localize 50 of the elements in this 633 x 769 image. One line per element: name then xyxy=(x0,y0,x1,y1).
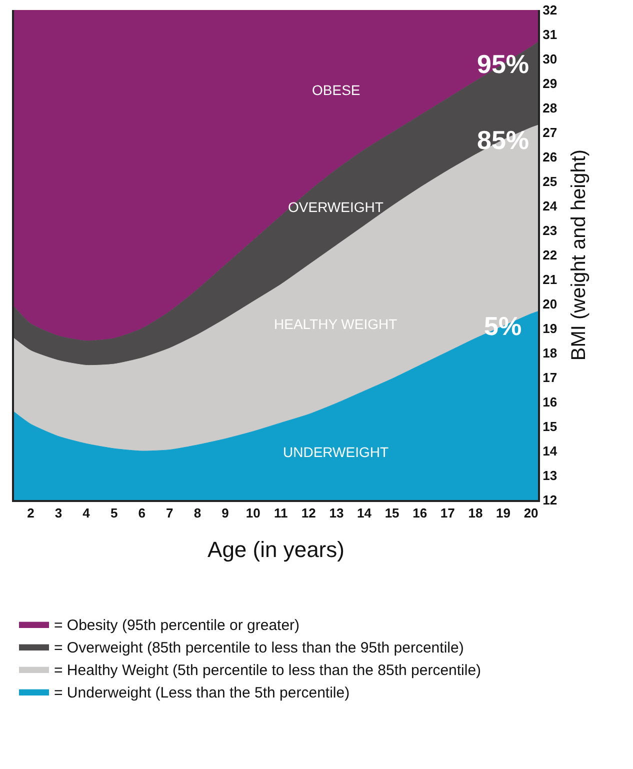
y-tick-label: 30 xyxy=(542,52,558,67)
x-tick-label: 20 xyxy=(524,506,538,521)
x-tick-label: 7 xyxy=(166,506,174,521)
y-tick-label: 21 xyxy=(542,272,558,288)
x-tick-label: 6 xyxy=(138,506,146,521)
x-tick-label: 18 xyxy=(468,506,483,521)
x-tick-label: 10 xyxy=(246,506,260,521)
x-tick-label: 19 xyxy=(496,506,510,521)
x-tick-label: 11 xyxy=(274,506,288,521)
annotation: OVERWEIGHT xyxy=(288,199,384,215)
y-tick-label: 23 xyxy=(542,223,558,238)
y-tick-label: 29 xyxy=(542,76,558,92)
y-tick-label: 20 xyxy=(542,296,558,312)
y-tick-label: 25 xyxy=(542,174,558,190)
y-axis-title: BMI (weight and height) xyxy=(568,149,590,361)
y-tick-label: 18 xyxy=(542,346,558,361)
y-tick-label: 12 xyxy=(542,492,558,508)
y-tick-label: 32 xyxy=(542,2,558,18)
x-tick-label: 15 xyxy=(384,506,400,521)
x-tick-label: 12 xyxy=(301,506,316,521)
annotation: UNDERWEIGHT xyxy=(283,444,389,460)
y-tick-label: 28 xyxy=(542,100,558,116)
y-tick-label: 14 xyxy=(542,444,558,459)
y-tick-label: 22 xyxy=(542,248,558,263)
x-tick-label: 14 xyxy=(357,506,372,521)
y-tick-label: 17 xyxy=(542,370,558,386)
y-tick-label: 13 xyxy=(542,468,558,484)
x-tick-label: 2 xyxy=(27,506,34,521)
legend-label: = Healthy Weight (5th percentile to less than the 85th percentile) xyxy=(54,662,482,679)
x-axis-title: Age (in years) xyxy=(208,537,344,562)
x-tick-label: 3 xyxy=(54,506,62,521)
y-tick-label: 27 xyxy=(542,125,558,140)
x-tick-label: 13 xyxy=(329,506,344,521)
legend-label: = Obesity (95th percentile or greater) xyxy=(54,616,300,634)
x-tick-label: 8 xyxy=(194,506,202,521)
y-tick-label: 15 xyxy=(542,419,558,434)
annotation: OBESE xyxy=(312,82,360,98)
y-tick-label: 26 xyxy=(542,150,558,165)
annotation: 95% xyxy=(477,49,530,79)
legend-label: = Underweight (Less than the 5th percentile) xyxy=(54,684,350,702)
x-tick-label: 16 xyxy=(412,506,428,521)
y-tick-label: 24 xyxy=(542,198,558,214)
y-tick-label: 16 xyxy=(542,394,558,410)
x-tick-label: 17 xyxy=(440,506,455,521)
legend-label: = Overweight (85th percentile to less than the 95th percentile) xyxy=(54,639,464,656)
y-tick-label: 31 xyxy=(542,27,558,42)
x-tick-label: 4 xyxy=(82,506,91,521)
x-tick-label: 9 xyxy=(222,506,229,521)
x-tick-label: 5 xyxy=(110,506,118,521)
y-tick-label: 19 xyxy=(542,321,558,336)
